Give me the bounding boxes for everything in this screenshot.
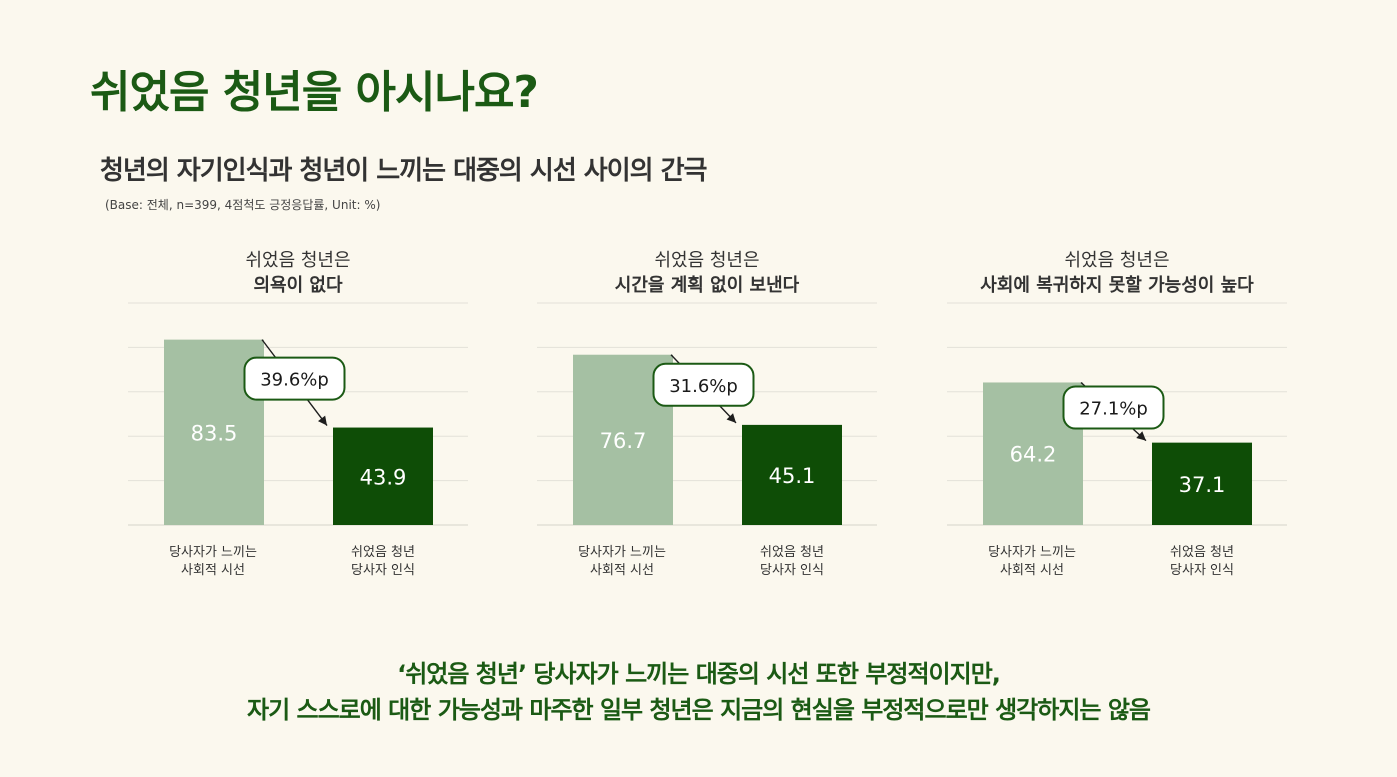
x-label-line2: 당사자 인식	[1170, 563, 1234, 578]
x-label-line1: 쉬었음 청년	[1170, 545, 1234, 560]
conclusion-line2: 자기 스스로에 대한 가능성과 마주한 일부 청년은 지금의 현실을 부정적으로…	[246, 696, 1151, 724]
bar-value-label: 76.7	[600, 429, 647, 453]
x-label-self: 쉬었음 청년 당사자 인식	[737, 544, 847, 580]
panel-title: 쉬었음 청년은 사회에 복귀하지 못할 가능성이 높다	[947, 248, 1287, 298]
x-label-line1: 당사자가 느끼는	[578, 545, 666, 560]
panel-title-line1: 쉬었음 청년은	[245, 250, 351, 271]
panel-title-line2: 의욕이 없다	[253, 275, 343, 296]
chart-panel-1: 쉬었음 청년은 의욕이 없다 83.5 43.9 39.6%p 당사자가 느끼는 사…	[128, 240, 468, 590]
page-title: 쉬었음 청년을 아시나요?	[90, 67, 539, 118]
x-label-line2: 사회적 시선	[181, 563, 245, 578]
gap-callout-box	[243, 356, 346, 401]
x-label-line2: 당사자 인식	[760, 563, 824, 578]
bar-value-label: 43.9	[360, 465, 407, 489]
gap-callout-label: 39.6%p	[260, 370, 329, 391]
x-label-line1: 당사자가 느끼는	[988, 545, 1076, 560]
bar-value-label: 83.5	[191, 421, 238, 445]
bar-value-label: 45.1	[769, 464, 816, 488]
x-label-line2: 당사자 인식	[351, 563, 415, 578]
panel-title-line2: 시간을 계획 없이 보낸다	[614, 275, 800, 296]
gap-arrow-head	[1136, 431, 1146, 441]
panel-title: 쉬었음 청년은 시간을 계획 없이 보낸다	[537, 248, 877, 298]
x-label-society: 당사자가 느끼는 사회적 시선	[158, 544, 268, 580]
gap-arrow-head	[726, 413, 736, 423]
x-label-line2: 사회적 시선	[1000, 563, 1064, 578]
x-label-self: 쉬었음 청년 당사자 인식	[328, 544, 438, 580]
conclusion-line1: ‘쉬었음 청년’ 당사자가 느끼는 대중의 시선 또한 부정적이지만,	[397, 660, 1001, 688]
bar	[742, 424, 842, 525]
x-label-line1: 당사자가 느끼는	[169, 545, 257, 560]
gap-callout-box	[1062, 385, 1165, 430]
chart-panel-3: 쉬었음 청년은 사회에 복귀하지 못할 가능성이 높다 64.2 37.1 27.1…	[947, 240, 1287, 590]
chart-panel-2: 쉬었음 청년은 시간을 계획 없이 보낸다 76.7 45.1 31.6%p 당사자…	[537, 240, 877, 590]
x-label-self: 쉬었음 청년 당사자 인식	[1147, 544, 1257, 580]
gap-callout-label: 27.1%p	[1079, 399, 1148, 420]
bar-chart: 64.2 37.1 27.1%p	[947, 302, 1287, 526]
x-label-line1: 쉬었음 청년	[760, 545, 824, 560]
panel-title-line2: 사회에 복귀하지 못할 가능성이 높다	[980, 275, 1254, 296]
chart-subtitle: 청년의 자기인식과 청년이 느끼는 대중의 시선 사이의 간극	[100, 156, 707, 186]
x-label-line2: 사회적 시선	[590, 563, 654, 578]
bar-chart: 83.5 43.9 39.6%p	[128, 302, 468, 526]
panel-title-line1: 쉬었음 청년은	[654, 250, 760, 271]
bar-value-label: 37.1	[1179, 473, 1226, 497]
gap-arrow-head	[317, 415, 327, 426]
base-note: (Base: 전체, n=399, 4점척도 긍정응답률, Unit: %)	[105, 198, 381, 212]
panel-title-line1: 쉬었음 청년은	[1064, 250, 1170, 271]
bar-chart: 76.7 45.1 31.6%p	[537, 302, 877, 526]
bar-value-label: 64.2	[1010, 443, 1057, 467]
gap-callout-box	[652, 362, 755, 407]
panel-title: 쉬었음 청년은 의욕이 없다	[128, 248, 468, 298]
bar	[1152, 442, 1252, 525]
x-label-society: 당사자가 느끼는 사회적 시선	[567, 544, 677, 580]
bar	[333, 427, 433, 525]
conclusion-text: ‘쉬었음 청년’ 당사자가 느끼는 대중의 시선 또한 부정적이지만, 자기 스…	[0, 656, 1397, 728]
gap-callout-label: 31.6%p	[669, 376, 738, 397]
x-label-society: 당사자가 느끼는 사회적 시선	[977, 544, 1087, 580]
x-label-line1: 쉬었음 청년	[351, 545, 415, 560]
